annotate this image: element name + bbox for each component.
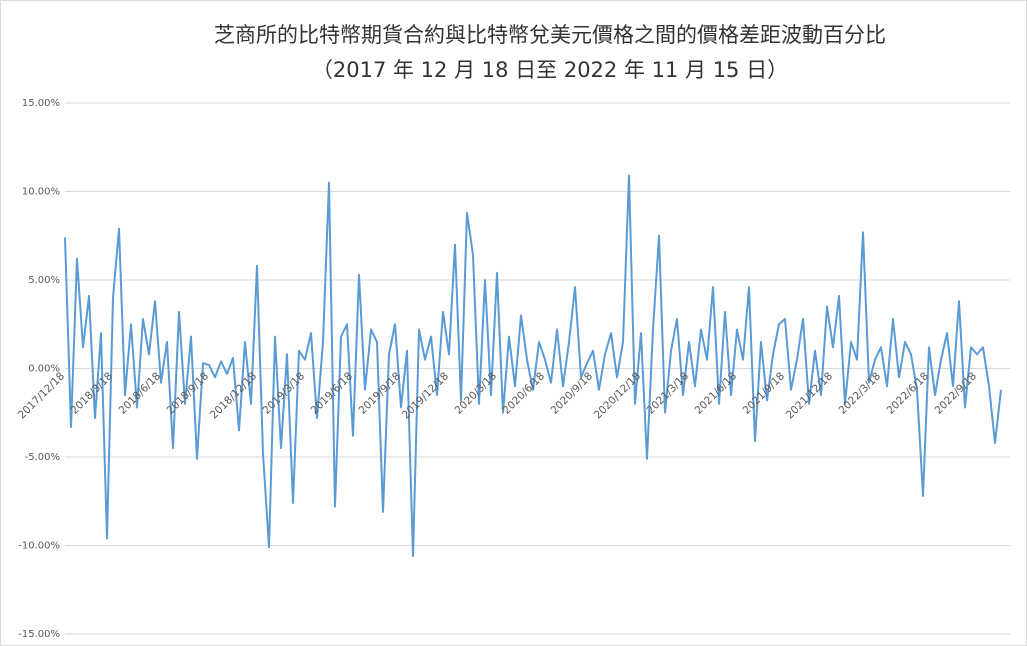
y-tick-label: 5.00% (28, 275, 60, 286)
chart-subtitle: （2017 年 12 月 18 日至 2022 年 11 月 15 日） (312, 58, 788, 82)
y-tick-label: 15.00% (22, 98, 60, 109)
y-tick-label: -5.00% (25, 452, 60, 463)
y-tick-label: 10.00% (22, 187, 60, 198)
data-line (64, 174, 1002, 558)
chart-title: 芝商所的比特幣期貨合約與比特幣兌美元價格之間的價格差距波動百分比 (214, 23, 886, 47)
y-tick-label: 0.00% (28, 364, 60, 375)
y-tick-label: -15.00% (18, 629, 60, 640)
y-tick-label: -10.00% (18, 541, 60, 552)
